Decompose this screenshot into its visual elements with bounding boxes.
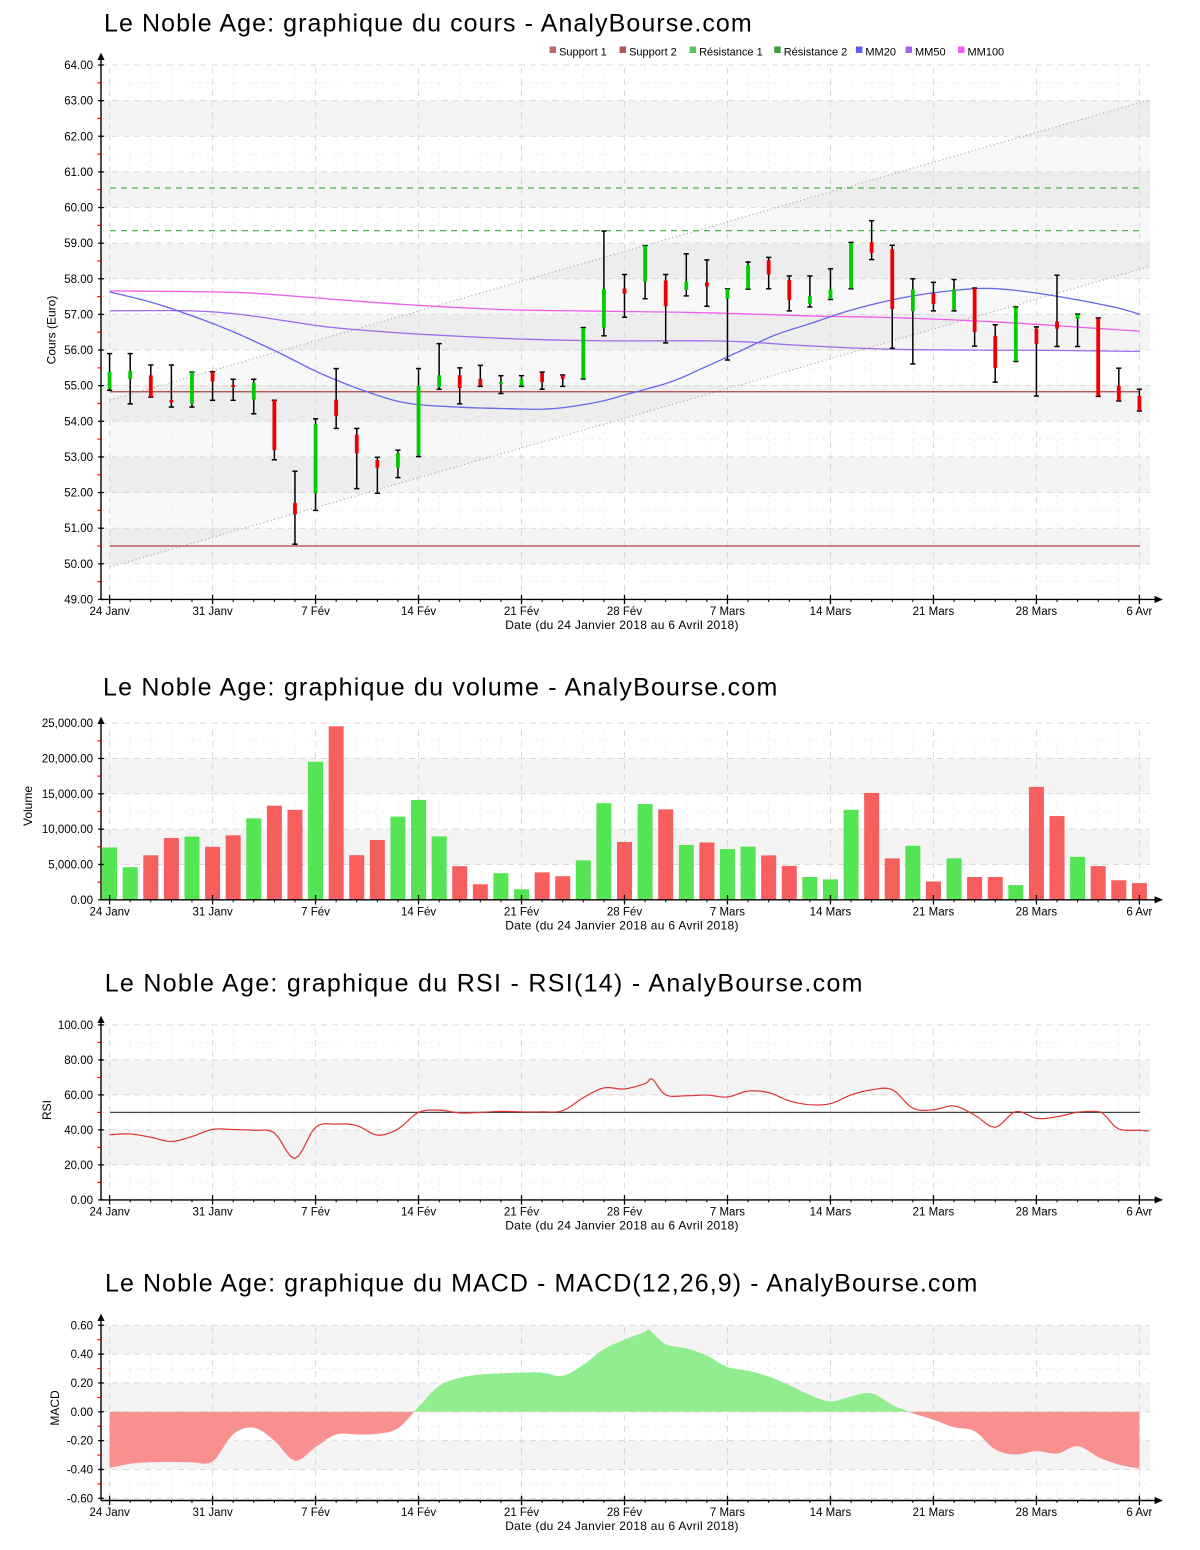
svg-text:56.00: 56.00 xyxy=(64,345,93,357)
svg-text:6 Avr: 6 Avr xyxy=(1126,906,1152,918)
svg-text:Volume: Volume xyxy=(21,786,35,826)
svg-text:7 Fév: 7 Fév xyxy=(301,906,330,918)
svg-text:7 Fév: 7 Fév xyxy=(301,1206,330,1218)
svg-text:MM50: MM50 xyxy=(915,47,946,59)
svg-text:-0.60: -0.60 xyxy=(67,1493,93,1505)
svg-text:-0.40: -0.40 xyxy=(67,1464,93,1476)
svg-text:Le Noble Age: graphique du MAC: Le Noble Age: graphique du MACD - MACD(1… xyxy=(105,1270,978,1298)
svg-text:21 Mars: 21 Mars xyxy=(913,606,955,618)
svg-text:31 Janv: 31 Janv xyxy=(192,1206,233,1218)
svg-text:Cours (Euro): Cours (Euro) xyxy=(45,296,59,365)
svg-text:50.00: 50.00 xyxy=(64,559,93,571)
svg-text:Support 1: Support 1 xyxy=(559,47,607,59)
svg-text:15,000.00: 15,000.00 xyxy=(42,789,93,801)
svg-text:28 Fév: 28 Fév xyxy=(607,606,642,618)
svg-text:80.00: 80.00 xyxy=(64,1055,93,1067)
svg-text:31 Janv: 31 Janv xyxy=(192,1507,233,1519)
svg-text:100.00: 100.00 xyxy=(58,1020,93,1032)
svg-text:MM100: MM100 xyxy=(968,47,1005,59)
svg-text:21 Fév: 21 Fév xyxy=(504,606,539,618)
svg-text:21 Mars: 21 Mars xyxy=(913,1206,955,1218)
svg-text:51.00: 51.00 xyxy=(64,523,93,535)
svg-text:7 Mars: 7 Mars xyxy=(710,1507,745,1519)
svg-text:0.60: 0.60 xyxy=(71,1320,93,1332)
svg-text:Date (du 24 Janvier 2018 au 6: Date (du 24 Janvier 2018 au 6 Avril 2018… xyxy=(505,918,739,932)
svg-text:28 Mars: 28 Mars xyxy=(1016,1206,1058,1218)
svg-text:24 Janv: 24 Janv xyxy=(89,1507,130,1519)
svg-text:14 Mars: 14 Mars xyxy=(810,906,852,918)
svg-text:7 Mars: 7 Mars xyxy=(710,1206,745,1218)
svg-text:Résistance 1: Résistance 1 xyxy=(699,47,763,59)
svg-text:28 Fév: 28 Fév xyxy=(607,906,642,918)
svg-text:6 Avr: 6 Avr xyxy=(1126,1507,1152,1519)
svg-text:28 Mars: 28 Mars xyxy=(1016,906,1058,918)
svg-text:57.00: 57.00 xyxy=(64,309,93,321)
svg-text:14 Fév: 14 Fév xyxy=(401,1206,436,1218)
svg-text:-0.20: -0.20 xyxy=(67,1436,93,1448)
svg-text:31 Janv: 31 Janv xyxy=(192,606,233,618)
svg-text:Le Noble Age: graphique du vol: Le Noble Age: graphique du volume - Anal… xyxy=(103,674,778,702)
svg-text:0.40: 0.40 xyxy=(71,1349,93,1361)
svg-text:14 Mars: 14 Mars xyxy=(810,606,852,618)
svg-text:RSI: RSI xyxy=(40,1100,54,1120)
svg-text:Date (du 24 Janvier 2018 au 6: Date (du 24 Janvier 2018 au 6 Avril 2018… xyxy=(505,1218,739,1232)
svg-text:0.20: 0.20 xyxy=(71,1378,93,1390)
svg-text:59.00: 59.00 xyxy=(64,238,93,250)
svg-text:49.00: 49.00 xyxy=(64,594,93,606)
svg-text:20.00: 20.00 xyxy=(64,1160,93,1172)
svg-text:14 Fév: 14 Fév xyxy=(401,606,436,618)
svg-text:14 Mars: 14 Mars xyxy=(810,1206,852,1218)
svg-text:Date (du 24 Janvier 2018 au 6: Date (du 24 Janvier 2018 au 6 Avril 2018… xyxy=(505,1519,739,1533)
svg-text:0.00: 0.00 xyxy=(71,1195,93,1207)
svg-text:24 Janv: 24 Janv xyxy=(89,606,130,618)
svg-text:MM20: MM20 xyxy=(865,47,896,59)
svg-text:5,000.00: 5,000.00 xyxy=(48,859,93,871)
svg-text:6 Avr: 6 Avr xyxy=(1126,1206,1152,1218)
svg-text:28 Fév: 28 Fév xyxy=(607,1507,642,1519)
svg-text:Le Noble Age: graphique du RSI: Le Noble Age: graphique du RSI - RSI(14)… xyxy=(105,970,864,998)
svg-text:24 Janv: 24 Janv xyxy=(89,1206,130,1218)
svg-text:55.00: 55.00 xyxy=(64,381,93,393)
svg-text:0.00: 0.00 xyxy=(71,1407,93,1419)
svg-text:54.00: 54.00 xyxy=(64,416,93,428)
svg-text:28 Fév: 28 Fév xyxy=(607,1206,642,1218)
svg-text:63.00: 63.00 xyxy=(64,96,93,108)
svg-text:52.00: 52.00 xyxy=(64,488,93,500)
svg-text:7 Mars: 7 Mars xyxy=(710,606,745,618)
svg-text:MACD: MACD xyxy=(48,1390,62,1426)
svg-text:31 Janv: 31 Janv xyxy=(192,906,233,918)
svg-text:58.00: 58.00 xyxy=(64,274,93,286)
svg-text:14 Mars: 14 Mars xyxy=(810,1507,852,1519)
svg-text:21 Mars: 21 Mars xyxy=(913,906,955,918)
svg-text:21 Mars: 21 Mars xyxy=(913,1507,955,1519)
svg-text:0.00: 0.00 xyxy=(71,895,93,907)
svg-text:10,000.00: 10,000.00 xyxy=(42,824,93,836)
svg-text:25,000.00: 25,000.00 xyxy=(42,718,93,730)
svg-text:24 Janv: 24 Janv xyxy=(89,906,130,918)
svg-text:7 Mars: 7 Mars xyxy=(710,906,745,918)
svg-text:7 Fév: 7 Fév xyxy=(301,1507,330,1519)
svg-text:14 Fév: 14 Fév xyxy=(401,1507,436,1519)
svg-text:Date (du 24 Janvier 2018 au 6: Date (du 24 Janvier 2018 au 6 Avril 2018… xyxy=(505,618,739,632)
svg-text:64.00: 64.00 xyxy=(64,60,93,72)
svg-text:14 Fév: 14 Fév xyxy=(401,906,436,918)
svg-text:28 Mars: 28 Mars xyxy=(1016,1507,1058,1519)
svg-text:28 Mars: 28 Mars xyxy=(1016,606,1058,618)
svg-text:Le Noble Age: graphique du cou: Le Noble Age: graphique du cours - Analy… xyxy=(104,10,753,38)
svg-text:40.00: 40.00 xyxy=(64,1125,93,1137)
svg-text:61.00: 61.00 xyxy=(64,167,93,179)
svg-text:60.00: 60.00 xyxy=(64,203,93,215)
svg-text:Résistance 2: Résistance 2 xyxy=(784,47,848,59)
svg-text:7 Fév: 7 Fév xyxy=(301,606,330,618)
svg-text:21 Fév: 21 Fév xyxy=(504,1507,539,1519)
svg-text:21 Fév: 21 Fév xyxy=(504,906,539,918)
svg-text:6 Avr: 6 Avr xyxy=(1126,606,1152,618)
svg-text:60.00: 60.00 xyxy=(64,1090,93,1102)
svg-text:62.00: 62.00 xyxy=(64,131,93,143)
svg-text:21 Fév: 21 Fév xyxy=(504,1206,539,1218)
svg-text:Support 2: Support 2 xyxy=(629,47,677,59)
svg-text:53.00: 53.00 xyxy=(64,452,93,464)
svg-text:20,000.00: 20,000.00 xyxy=(42,753,93,765)
